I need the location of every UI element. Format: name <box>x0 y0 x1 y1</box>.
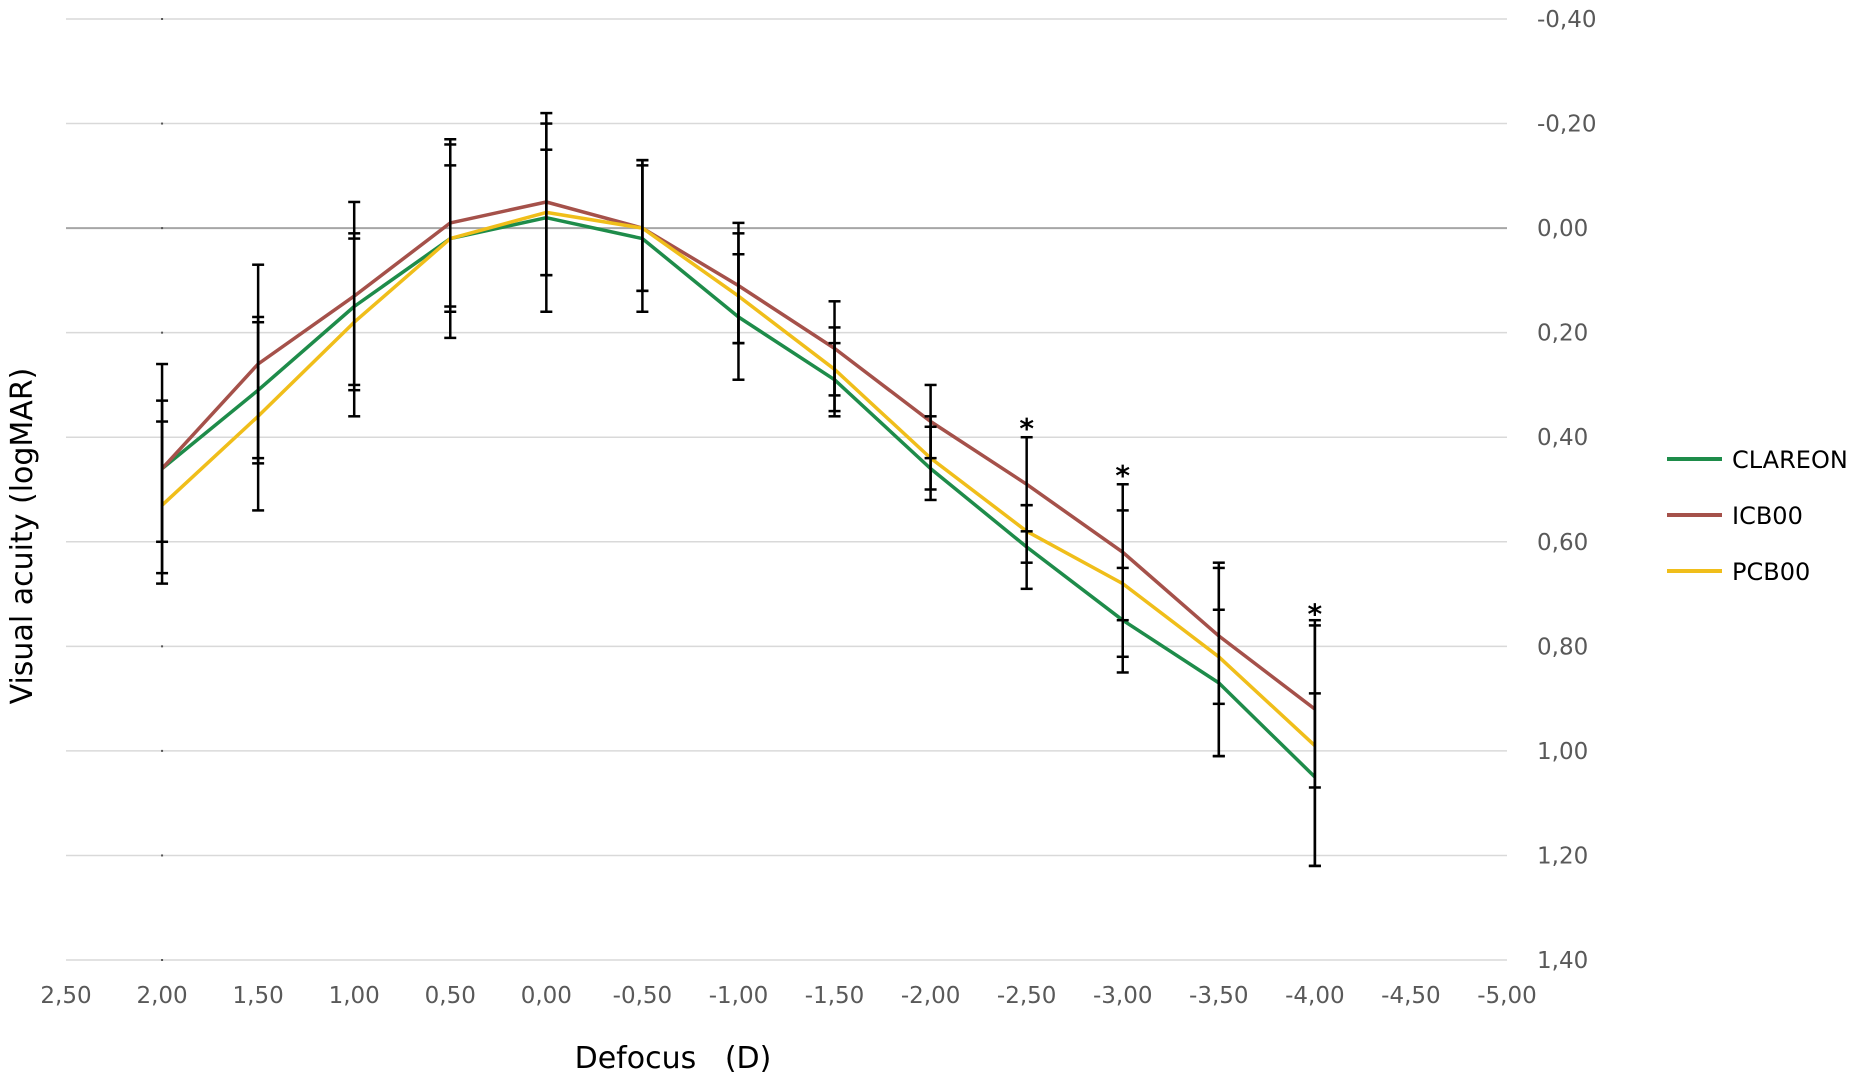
y-tick-label: 0,00 <box>1537 216 1588 242</box>
x-tick-label: 1,00 <box>329 983 380 1009</box>
y-tick-label: 0,20 <box>1537 321 1588 347</box>
y-tick-label: 1,00 <box>1537 739 1588 765</box>
x-tick-label: 0,50 <box>425 983 476 1009</box>
y-axis-tick-labels: -0,40 -0,20 0,00 0,20 0,40 0,60 0,80 1,00 1,20 1,… <box>1537 7 1597 974</box>
grid-dot <box>161 959 164 961</box>
significance-asterisk: * <box>1019 412 1034 445</box>
x-tick-label: -2,50 <box>997 983 1057 1009</box>
grid-dot <box>161 18 164 20</box>
x-tick-label: 2,00 <box>136 983 187 1009</box>
x-tick-label: -4,00 <box>1285 983 1345 1009</box>
x-axis-title: Defocus (D) <box>575 1041 772 1076</box>
grid-dot <box>161 331 164 334</box>
grid-dot <box>161 227 164 230</box>
y-tick-label: 1,40 <box>1537 948 1588 974</box>
y-tick-label: 0,80 <box>1537 634 1588 660</box>
y-axis-title: Visual acuity (logMAR) <box>5 368 40 705</box>
x-tick-label: -4,50 <box>1381 983 1441 1009</box>
x-tick-label: -2,00 <box>901 983 961 1009</box>
y-tick-label: 0,40 <box>1537 425 1588 451</box>
x-axis-tick-labels: 2,50 2,00 1,50 1,00 0,50 0,00 -0,50 -1,00 -1,50 -… <box>40 983 1536 1009</box>
grid-dot <box>161 749 164 752</box>
error-bars <box>156 111 1321 868</box>
x-tick-label: -0,50 <box>613 983 673 1009</box>
grid-dot <box>161 122 164 125</box>
legend-label: CLAREON <box>1732 446 1848 474</box>
grid-dot <box>161 854 164 857</box>
y-tick-label: -0,40 <box>1537 7 1597 33</box>
grid-dot <box>161 645 164 648</box>
legend-label: PCB00 <box>1732 558 1810 586</box>
x-tick-label: -1,00 <box>709 983 769 1009</box>
x-tick-label: -5,00 <box>1477 983 1537 1009</box>
legend: CLAREON ICB00 PCB00 <box>1667 446 1848 586</box>
legend-label: ICB00 <box>1732 502 1803 530</box>
x-tick-label: 0,00 <box>521 983 572 1009</box>
y-tick-label: 0,60 <box>1537 530 1588 556</box>
x-tick-label: 1,50 <box>233 983 284 1009</box>
y-tick-label: 1,20 <box>1537 843 1588 869</box>
x-tick-label: -3,00 <box>1093 983 1153 1009</box>
x-tick-label: 2,50 <box>40 983 91 1009</box>
significance-asterisk: * <box>1115 459 1130 492</box>
y-tick-label: -0,20 <box>1537 112 1597 138</box>
significance-markers: * * * <box>1019 412 1322 631</box>
grid-lines <box>66 18 1507 961</box>
x-tick-label: -3,50 <box>1189 983 1249 1009</box>
significance-asterisk: * <box>1308 598 1323 631</box>
x-tick-label: -1,50 <box>805 983 865 1009</box>
